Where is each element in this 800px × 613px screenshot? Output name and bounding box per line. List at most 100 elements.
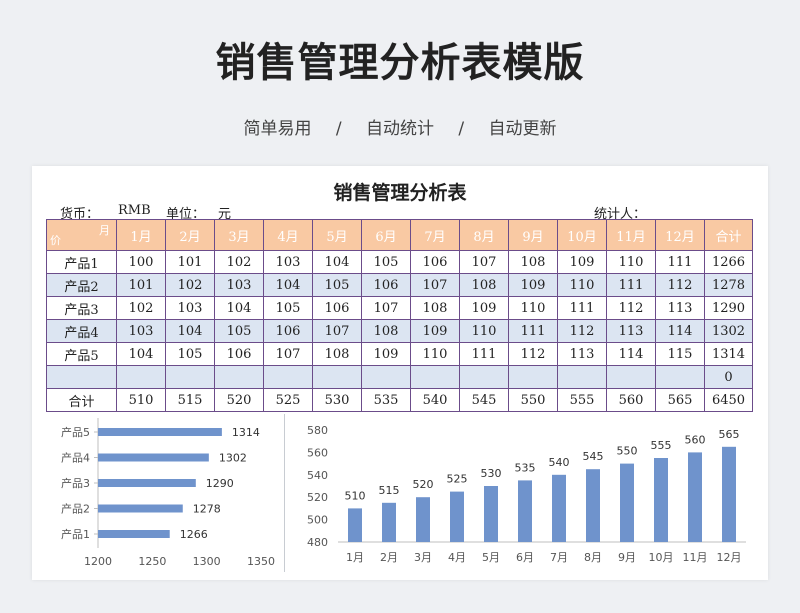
column-header: 5月 (312, 219, 362, 251)
row-label: 产品5 (46, 342, 117, 366)
y-tick-label: 500 (307, 514, 328, 527)
page-title: 销售管理分析表模版 (215, 40, 585, 86)
total-cell: 545 (459, 388, 509, 412)
table-cell: 111 (557, 296, 607, 320)
table-cell (606, 365, 656, 389)
unit-value: 元 (218, 207, 232, 222)
table-cell (116, 365, 166, 389)
table-cell: 113 (557, 342, 607, 366)
x-tick-label: 4月 (448, 551, 466, 564)
table-cell: 111 (606, 273, 656, 297)
table-cell: 104 (116, 342, 166, 366)
table-cell: 103 (116, 319, 166, 343)
row-label: 产品3 (46, 296, 117, 320)
table-cell: 104 (214, 296, 264, 320)
bar (552, 474, 566, 542)
table-cell (214, 365, 264, 389)
category-label: 产品1 (61, 527, 90, 541)
table-cell (263, 365, 313, 389)
bar (98, 504, 183, 513)
row-label (46, 365, 117, 389)
table-cell: 0 (704, 365, 753, 389)
row-label: 产品4 (46, 319, 117, 343)
currency-value: RMB (118, 203, 151, 218)
table-row: 产品2 101 102 103 104 105 106 107 108 109 110 111 112 1… (46, 273, 753, 297)
data-label: 1302 (219, 452, 247, 465)
bar (518, 480, 532, 542)
table-cell (312, 365, 362, 389)
total-cell: 6450 (704, 388, 753, 412)
column-header: 6月 (361, 219, 411, 251)
data-label: 515 (379, 484, 400, 497)
table-cell: 101 (116, 273, 166, 297)
bar (98, 453, 209, 462)
table-cell: 107 (459, 250, 509, 274)
data-label: 565 (719, 428, 740, 441)
table-cell: 107 (312, 319, 362, 343)
table-cell: 112 (606, 296, 656, 320)
data-label: 510 (345, 489, 366, 502)
corner-header-cell: 月价 (46, 219, 117, 251)
total-cell: 520 (214, 388, 264, 412)
table-row: 产品3 102 103 104 105 106 107 108 109 110 111 112 113 1… (46, 296, 753, 320)
column-header: 8月 (459, 219, 509, 251)
spreadsheet-panel: 销售管理分析表 货币： RMB 单位： 元 统计人： 月价 1月 2月 3月 4月 5月 6… (32, 166, 768, 580)
total-row: 合计 510 515 520 525 530 535 540 545 550 555 560 565 64… (46, 388, 753, 412)
table-cell: 109 (361, 342, 411, 366)
data-label: 545 (583, 450, 604, 463)
x-tick-label: 1350 (247, 555, 275, 568)
total-cell: 550 (508, 388, 558, 412)
total-cell: 530 (312, 388, 362, 412)
table-cell: 104 (165, 319, 215, 343)
table-cell (459, 365, 509, 389)
total-cell: 510 (116, 388, 166, 412)
table-cell: 107 (263, 342, 313, 366)
table-cell: 110 (508, 296, 558, 320)
total-row-label: 合计 (46, 388, 117, 412)
table-cell (655, 365, 705, 389)
table-cell: 112 (655, 273, 705, 297)
category-label: 产品5 (61, 425, 90, 439)
table-row: 产品5 104 105 106 107 108 109 110 111 112 113 114 115 1… (46, 342, 753, 366)
table-cell: 111 (459, 342, 509, 366)
x-tick-label: 11月 (683, 551, 708, 564)
table-cell: 107 (410, 273, 460, 297)
column-header: 10月 (557, 219, 607, 251)
monthly-total-bar-chart: 480 500 520 540 560 580 510 1月 515 2月 520 3月 525 4月 53… (307, 424, 746, 564)
table-cell: 1278 (704, 273, 753, 297)
column-header: 1月 (116, 219, 166, 251)
table-row: 产品4 103 104 105 106 107 108 109 110 111 112 113 114 1… (46, 319, 753, 343)
total-cell: 535 (361, 388, 411, 412)
table-cell: 105 (263, 296, 313, 320)
x-tick-label: 7月 (550, 551, 568, 564)
data-label: 1266 (180, 528, 208, 541)
x-tick-label: 1250 (138, 555, 166, 568)
total-cell: 515 (165, 388, 215, 412)
table-cell: 109 (410, 319, 460, 343)
total-cell: 525 (263, 388, 313, 412)
corner-product-label: 价 (50, 234, 61, 247)
column-header: 12月 (655, 219, 705, 251)
bar (98, 530, 170, 538)
bar (654, 458, 668, 542)
data-label: 525 (447, 473, 468, 486)
table-cell: 110 (557, 273, 607, 297)
table-cell: 104 (312, 250, 362, 274)
y-tick-label: 580 (307, 424, 328, 437)
table-cell: 110 (459, 319, 509, 343)
table-cell: 103 (165, 296, 215, 320)
x-tick-label: 1月 (346, 551, 364, 564)
table-cell: 104 (263, 273, 313, 297)
table-cell: 115 (655, 342, 705, 366)
table-cell: 1266 (704, 250, 753, 274)
page-subtitle: 简单易用 / 自动统计 / 自动更新 (243, 119, 557, 139)
table-cell: 105 (312, 273, 362, 297)
column-header: 3月 (214, 219, 264, 251)
table-cell (557, 365, 607, 389)
table-cell: 108 (312, 342, 362, 366)
table-cell: 106 (361, 273, 411, 297)
column-header: 合计 (704, 219, 753, 251)
table-header-row: 月价 1月 2月 3月 4月 5月 6月 7月 8月 9月 10月 11月 12月 合计 (46, 219, 753, 251)
counter-label: 统计人： (594, 207, 647, 222)
column-header: 4月 (263, 219, 313, 251)
